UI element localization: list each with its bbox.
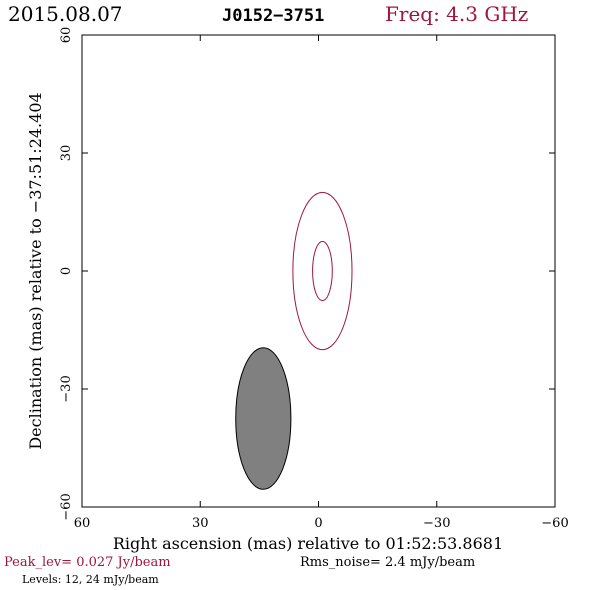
contour-marks: [235, 191, 353, 490]
levels-label: Levels: 12, 24 mJy/beam: [22, 573, 159, 586]
x-tick-label: 0: [314, 516, 322, 531]
x-tick-label: −60: [541, 516, 568, 531]
peak-level-label: Peak_lev= 0.027 Jy/beam: [4, 555, 171, 570]
axis-ticks: [81, 34, 556, 508]
x-tick-label: 60: [74, 516, 91, 531]
y-tick-label: 0: [59, 267, 74, 275]
y-tick-label: 60: [59, 27, 74, 44]
y-axis-label: Declination (mas) relative to −37:51:24.…: [26, 92, 45, 449]
y-tick-label: −30: [59, 375, 74, 402]
y-tick-label: 30: [59, 145, 74, 162]
x-axis-label: Right ascension (mas) relative to 01:52:…: [113, 534, 503, 553]
date-label: 2015.08.07: [8, 2, 123, 26]
source-name: J0152−3751: [222, 6, 324, 26]
contour-level-12: [292, 191, 353, 351]
plot-frame: [81, 34, 556, 508]
beam-ellipse: [235, 347, 292, 490]
frequency-label: Freq: 4.3 GHz: [385, 2, 528, 26]
y-tick-label: −60: [59, 493, 74, 520]
x-tick-label: 30: [192, 516, 209, 531]
x-tick-label: −30: [423, 516, 450, 531]
rms-noise-label: Rms_noise= 2.4 mJy/beam: [300, 555, 475, 570]
contour-level-24: [312, 241, 333, 301]
